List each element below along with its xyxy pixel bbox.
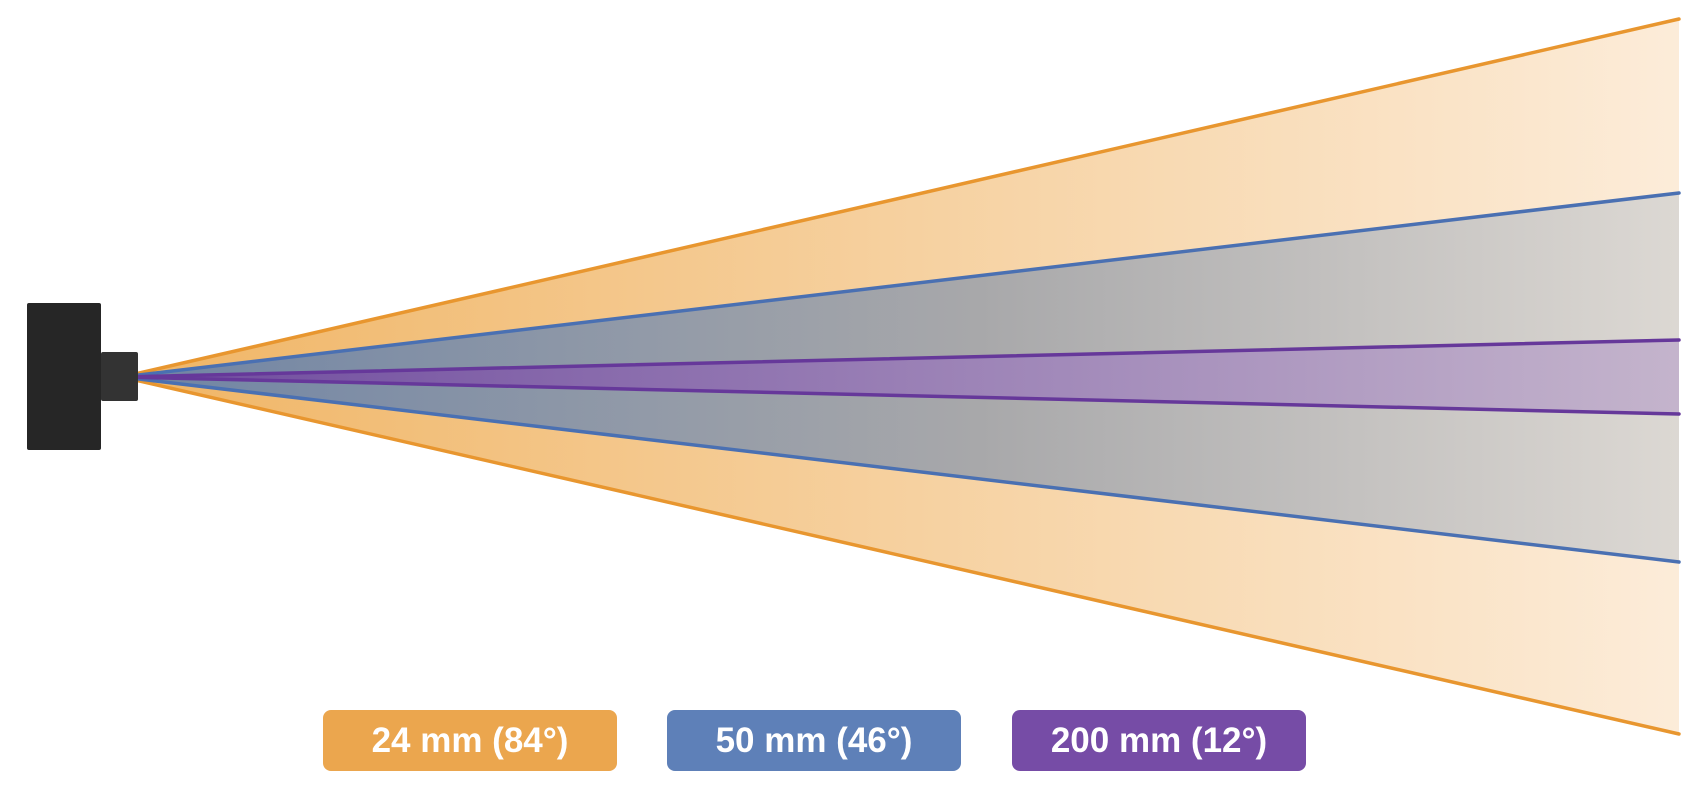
tele-field bbox=[122, 340, 1679, 414]
legend-badge: 24 mm (84°) bbox=[323, 710, 617, 771]
legend-badge: 200 mm (12°) bbox=[1012, 710, 1306, 771]
camera-lens bbox=[101, 352, 138, 401]
camera-body bbox=[27, 303, 101, 450]
legend-badge: 50 mm (46°) bbox=[667, 710, 961, 771]
